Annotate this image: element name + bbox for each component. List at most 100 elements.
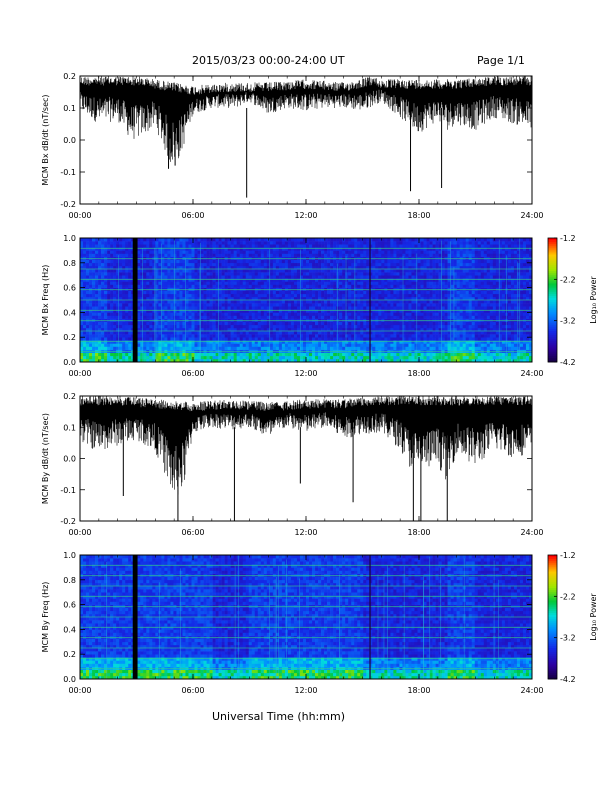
spectrogram-cell	[182, 287, 186, 291]
spectrogram-cell	[254, 262, 259, 267]
spectrogram-cell	[287, 340, 292, 344]
spectrogram-cell	[122, 334, 126, 338]
spectrogram-cell	[278, 278, 283, 282]
spectrogram-cell	[321, 337, 325, 341]
spectrogram-cell	[372, 324, 376, 329]
spectrogram-cell	[182, 318, 186, 322]
spectrogram-cell	[447, 306, 451, 310]
spectrogram-cell	[327, 300, 331, 304]
spectrogram-cell	[167, 306, 171, 310]
spectrogram-cell	[296, 238, 301, 242]
spectrogram-cell	[414, 290, 418, 295]
spectrogram-cell	[140, 244, 144, 248]
spectrogram-cell	[206, 272, 210, 276]
spectrogram-cell	[236, 278, 240, 282]
spectrogram-cell	[375, 275, 379, 279]
spectrogram-cell	[372, 253, 376, 257]
spectrogram-cell	[315, 358, 319, 363]
spectrogram-cell	[113, 256, 117, 260]
spectrogram-cell	[426, 303, 430, 307]
spectrogram-cell	[263, 315, 268, 319]
spectrogram-cell	[281, 331, 286, 335]
spectrogram-cell	[128, 321, 132, 326]
spectrogram-cell	[218, 241, 222, 245]
spectrogram-cell	[399, 259, 403, 264]
spectrogram-cell	[336, 309, 340, 313]
spectrogram-cell	[372, 300, 376, 304]
spectrogram-cell	[122, 300, 126, 304]
spectrogram-cell	[263, 309, 268, 313]
spectrogram-cell	[239, 284, 244, 288]
spectrogram-cell	[293, 327, 298, 332]
spectrogram-cell	[384, 262, 388, 267]
spectrogram-cell	[95, 318, 99, 322]
spectrogram-cell	[149, 321, 153, 326]
spectrogram-cell	[203, 290, 207, 295]
spectrogram-cell	[432, 306, 436, 310]
spectrogram-cell	[324, 324, 328, 329]
spectrogram-cell	[290, 321, 295, 326]
spectrogram-cell	[158, 303, 162, 307]
spectrogram-cell	[378, 296, 382, 301]
spectrogram-cell	[345, 306, 349, 310]
spectrogram-cell	[257, 312, 262, 316]
spectrogram-cell	[257, 296, 262, 301]
spectrogram-cell	[290, 315, 295, 319]
spectrogram-cell	[333, 278, 337, 282]
spectrogram-cell	[89, 337, 93, 341]
spectrogram-cell	[272, 281, 277, 285]
spectrogram-cell	[122, 287, 126, 291]
spectrogram-cell	[275, 340, 280, 344]
spectrogram-cell	[254, 309, 259, 313]
spectrogram-cell	[348, 358, 352, 363]
spectrogram-cell	[426, 321, 430, 326]
spectrogram-cell	[101, 262, 105, 267]
spectrogram-cell	[116, 287, 120, 291]
spectrogram-cell	[257, 253, 262, 257]
spectrogram-cell	[113, 250, 117, 254]
spectrogram-cell	[227, 312, 231, 316]
spectrogram-cell	[381, 290, 385, 295]
spectrogram-cell	[269, 290, 274, 295]
spectrogram-cell	[399, 293, 403, 298]
spectrogram-cell	[188, 303, 192, 307]
spectrogram-cell	[248, 306, 253, 310]
spectrogram-cell	[384, 287, 388, 291]
spectrogram-cell	[122, 358, 126, 363]
spectrogram-cell	[89, 321, 93, 326]
spectrogram-cell	[339, 259, 343, 264]
spectrogram-cell	[260, 269, 265, 273]
spectrogram-cell	[372, 275, 376, 279]
spectrogram-cell	[330, 284, 334, 288]
spectrogram-cell	[245, 284, 250, 288]
spectrogram-cell	[435, 275, 439, 279]
spectrogram-cell	[209, 358, 213, 363]
spectrogram-cell	[104, 309, 108, 313]
spectrogram-cell	[98, 340, 102, 344]
spectrogram-cell	[363, 331, 367, 335]
spectrogram-cell	[287, 334, 292, 338]
spectrogram-cell	[110, 278, 114, 282]
spectrogram-cell	[351, 269, 355, 273]
spectrogram-cell	[369, 265, 373, 270]
spectrogram-cell	[396, 272, 400, 276]
spectrogram-cell	[363, 337, 367, 341]
spectrogram-cell	[233, 349, 237, 353]
spectrogram-cell	[324, 334, 328, 338]
spectrogram-cell	[86, 272, 90, 276]
spectrogram-cell	[89, 352, 93, 357]
spectrogram-cell	[375, 331, 379, 335]
spectrogram-cell	[306, 334, 310, 338]
spectrogram-cell	[173, 318, 177, 322]
spectrogram-cell	[324, 358, 328, 363]
spectrogram-cell	[302, 296, 307, 301]
spectrogram-cell	[173, 309, 177, 313]
spectrogram-cell	[152, 303, 156, 307]
spectrogram-cell	[161, 324, 165, 329]
spectrogram-cell	[354, 256, 358, 260]
spectrogram-cell	[122, 312, 126, 316]
spectrogram-cell	[218, 358, 222, 363]
spectrogram-cell	[113, 318, 117, 322]
spectrogram-cell	[438, 306, 442, 310]
spectrogram-cell	[411, 327, 415, 332]
